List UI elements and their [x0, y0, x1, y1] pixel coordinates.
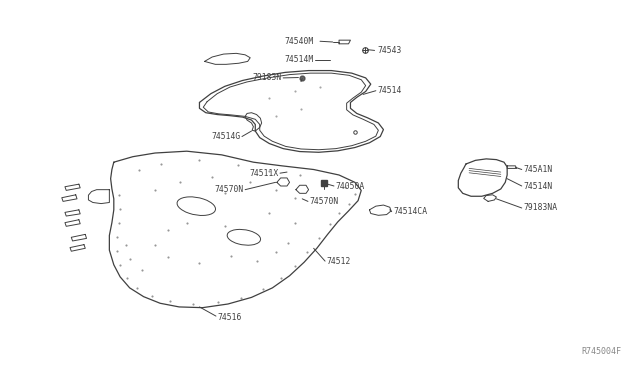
Text: 74514N: 74514N [523, 182, 552, 190]
Text: 74511X: 74511X [250, 169, 279, 178]
Text: 74050A: 74050A [336, 182, 365, 190]
Text: R745004F: R745004F [581, 347, 621, 356]
Text: 74514: 74514 [377, 86, 401, 95]
Text: 74570N: 74570N [309, 197, 339, 206]
Text: 79183N: 79183N [253, 73, 282, 83]
Text: 74512: 74512 [326, 257, 351, 266]
Text: 74514CA: 74514CA [393, 207, 427, 216]
Text: 74514M: 74514M [284, 55, 314, 64]
Text: 74570N: 74570N [214, 185, 244, 194]
Text: 745A1N: 745A1N [523, 165, 552, 174]
Text: 74543: 74543 [377, 46, 401, 55]
Text: 74514G: 74514G [211, 132, 241, 141]
Text: 74540M: 74540M [284, 37, 314, 46]
Text: 74516: 74516 [217, 313, 241, 322]
Text: 79183NA: 79183NA [523, 203, 557, 212]
